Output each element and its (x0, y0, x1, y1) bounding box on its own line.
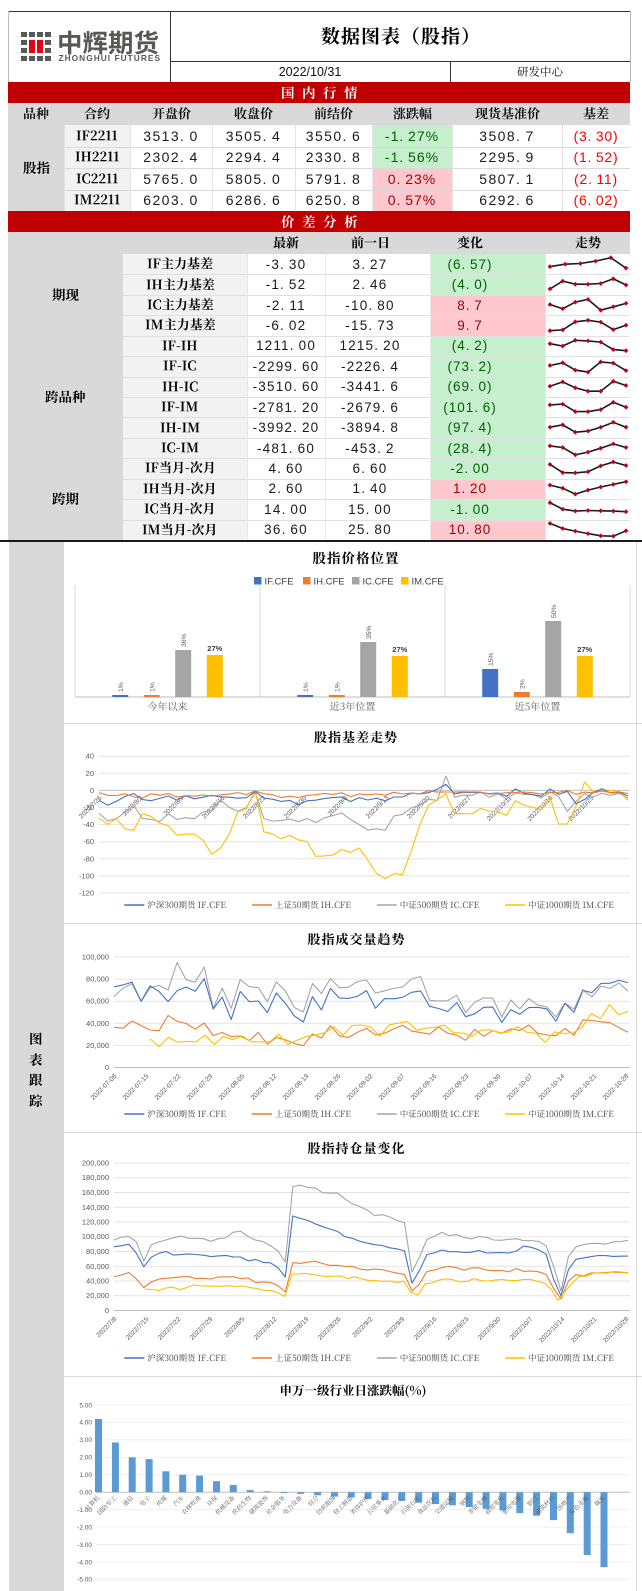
svg-text:27%: 27% (392, 645, 407, 654)
svg-text:2022/9/9: 2022/9/9 (383, 1316, 406, 1339)
svg-text:-20: -20 (83, 803, 94, 812)
svg-text:IC.CFE: IC.CFE (363, 577, 394, 588)
svg-text:27%: 27% (207, 644, 222, 653)
svg-text:-60: -60 (83, 837, 94, 846)
svg-text:IH.CFE: IH.CFE (314, 577, 345, 588)
svg-text:-5.00: -5.00 (77, 1577, 92, 1584)
svg-text:2022-07-15: 2022-07-15 (122, 1073, 151, 1102)
svg-text:2022/10/28: 2022/10/28 (602, 1316, 631, 1345)
svg-text:2022-09-30: 2022-09-30 (474, 1073, 503, 1102)
svg-text:2022/7/15: 2022/7/15 (125, 1316, 151, 1342)
svg-text:20: 20 (86, 769, 94, 778)
svg-text:-100: -100 (79, 871, 94, 880)
svg-text:2022-09-16: 2022-09-16 (410, 1073, 439, 1102)
svg-text:35%: 35% (366, 625, 373, 639)
svg-text:1%: 1% (118, 682, 125, 692)
svg-text:2022/9/30: 2022/9/30 (477, 1316, 503, 1342)
svg-text:2022/8/5: 2022/8/5 (223, 1316, 246, 1339)
svg-text:2022/9/16: 2022/9/16 (413, 1316, 439, 1342)
svg-text:-80: -80 (83, 854, 94, 863)
svg-text:2022/9/2: 2022/9/2 (351, 1316, 374, 1339)
svg-text:-120: -120 (79, 889, 94, 898)
svg-text:-1.00: -1.00 (77, 1507, 92, 1514)
svg-text:80,000: 80,000 (86, 1247, 109, 1256)
svg-text:140,000: 140,000 (82, 1203, 109, 1212)
svg-text:2022-08-12: 2022-08-12 (250, 1073, 279, 1102)
svg-text:40,000: 40,000 (86, 1277, 109, 1286)
svg-text:36%: 36% (181, 633, 188, 647)
svg-text:-3.00: -3.00 (77, 1542, 92, 1549)
svg-text:2%: 2% (519, 679, 526, 689)
svg-text:180,000: 180,000 (82, 1173, 109, 1182)
svg-text:27%: 27% (577, 645, 592, 654)
svg-text:200,000: 200,000 (82, 1159, 109, 1168)
svg-text:0.00: 0.00 (79, 1490, 92, 1497)
svg-text:-2.00: -2.00 (77, 1524, 92, 1531)
svg-text:2022-07-22: 2022-07-22 (154, 1073, 183, 1102)
svg-text:2022-09-02: 2022-09-02 (346, 1073, 375, 1102)
svg-text:2022/10/21: 2022/10/21 (570, 1316, 599, 1345)
svg-text:-40: -40 (83, 820, 94, 829)
svg-text:60,000: 60,000 (86, 997, 109, 1006)
svg-text:2022/8/12: 2022/8/12 (253, 1316, 279, 1342)
svg-text:1.00: 1.00 (79, 1472, 92, 1479)
svg-text:5.00: 5.00 (79, 1402, 92, 1409)
svg-text:2022-10-14: 2022-10-14 (538, 1073, 567, 1102)
svg-text:3.00: 3.00 (79, 1437, 92, 1444)
svg-text:2022-10-21: 2022-10-21 (570, 1073, 599, 1102)
svg-text:2022/10/7: 2022/10/7 (509, 1316, 535, 1342)
svg-text:0: 0 (90, 786, 94, 795)
svg-text:-4.00: -4.00 (77, 1559, 92, 1566)
svg-text:0: 0 (105, 1063, 109, 1072)
svg-text:2022/10/14: 2022/10/14 (538, 1316, 567, 1345)
svg-text:0: 0 (105, 1306, 109, 1315)
svg-text:15%: 15% (488, 652, 495, 666)
svg-text:1%: 1% (334, 682, 341, 692)
svg-text:2022/7/8: 2022/7/8 (95, 1316, 118, 1339)
svg-text:50%: 50% (551, 604, 558, 618)
svg-text:2022-08-26: 2022-08-26 (314, 1073, 343, 1102)
svg-text:2.00: 2.00 (79, 1455, 92, 1462)
svg-text:20,000: 20,000 (86, 1041, 109, 1050)
svg-text:40,000: 40,000 (86, 1019, 109, 1028)
svg-text:2022-08-19: 2022-08-19 (282, 1073, 311, 1102)
svg-text:1%: 1% (149, 682, 156, 692)
svg-text:100,000: 100,000 (82, 953, 109, 962)
svg-text:120,000: 120,000 (82, 1218, 109, 1227)
svg-text:20,000: 20,000 (86, 1291, 109, 1300)
svg-text:2022/9/23: 2022/9/23 (445, 1316, 471, 1342)
svg-text:2022-07-08: 2022-07-08 (90, 1073, 119, 1102)
svg-text:2022-08-05: 2022-08-05 (218, 1073, 247, 1102)
svg-text:2022-10-07: 2022-10-07 (506, 1073, 535, 1102)
svg-text:2022-09-07: 2022-09-07 (378, 1073, 407, 1102)
svg-text:2022/8/19: 2022/8/19 (285, 1316, 311, 1342)
svg-text:4.00: 4.00 (79, 1420, 92, 1427)
svg-text:IM.CFE: IM.CFE (412, 577, 444, 588)
svg-text:2022/10/11: 2022/10/11 (486, 795, 514, 823)
svg-text:2022/7/29: 2022/7/29 (189, 1316, 215, 1342)
svg-text:100,000: 100,000 (82, 1232, 109, 1241)
svg-text:2022-10-28: 2022-10-28 (602, 1073, 631, 1102)
svg-text:1%: 1% (303, 682, 310, 692)
svg-text:2022/8/26: 2022/8/26 (317, 1316, 343, 1342)
svg-text:2022/7/22: 2022/7/22 (157, 1316, 183, 1342)
svg-text:2022-09-23: 2022-09-23 (442, 1073, 471, 1102)
svg-text:IF.CFE: IF.CFE (265, 577, 294, 588)
svg-text:2022-07-29: 2022-07-29 (186, 1073, 215, 1102)
svg-text:160,000: 160,000 (82, 1188, 109, 1197)
svg-text:60,000: 60,000 (86, 1262, 109, 1271)
svg-text:2022/10/25: 2022/10/25 (567, 795, 595, 823)
svg-text:40: 40 (86, 752, 94, 761)
svg-text:80,000: 80,000 (86, 975, 109, 984)
